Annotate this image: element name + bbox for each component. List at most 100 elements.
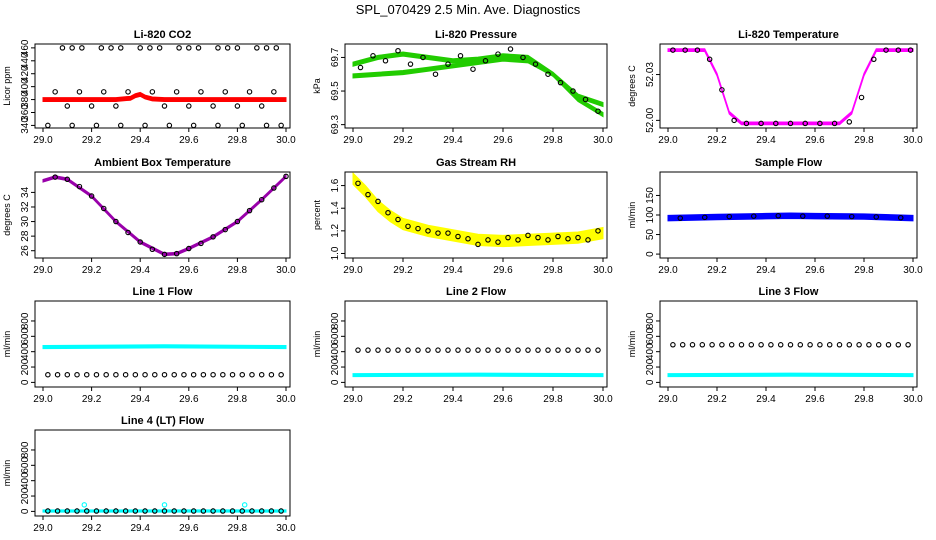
point-high <box>215 45 221 51</box>
plot-frame <box>659 43 918 129</box>
point-avg <box>283 173 289 180</box>
x-tick-label: 29.0 <box>343 394 363 405</box>
point-avg <box>824 213 830 219</box>
point-mid <box>52 89 58 95</box>
point-avg <box>585 347 591 353</box>
point-avg <box>679 342 686 348</box>
plot-frame <box>344 43 608 129</box>
x-tick-label: 29.6 <box>179 394 199 405</box>
point-mid <box>271 89 277 95</box>
point-avg <box>515 347 521 353</box>
point-avg <box>575 234 581 241</box>
point-avg <box>807 342 813 348</box>
series-temp <box>667 48 914 126</box>
point-avg <box>229 371 236 378</box>
point-avg <box>482 58 489 64</box>
panel-title: Ambient Box Temperature <box>94 157 231 169</box>
y-tick-label: 69.3 <box>330 114 341 134</box>
series-group <box>352 172 604 248</box>
point-avg <box>45 371 51 378</box>
y-tick-label: 420 <box>20 65 31 82</box>
point-high <box>69 45 75 51</box>
point-high <box>195 45 202 51</box>
y-tick-label: 400 <box>20 343 31 360</box>
point-avg <box>817 342 823 348</box>
point-avg <box>52 174 58 180</box>
point-avg <box>171 371 177 378</box>
x-tick-label: 29.8 <box>543 265 563 276</box>
point-mid <box>88 103 95 109</box>
y-axis-label: kPa <box>312 78 322 94</box>
point-avg <box>258 508 265 514</box>
point-avg <box>495 51 501 57</box>
point-mid <box>186 103 192 109</box>
point-avg <box>709 342 715 348</box>
x-tick-label: 29.2 <box>393 265 413 276</box>
point-avg <box>435 230 441 236</box>
point-avg <box>787 342 794 348</box>
point-avg <box>545 237 551 243</box>
point-avg <box>565 347 571 353</box>
point-high <box>254 45 260 51</box>
point-mid <box>76 89 83 95</box>
point-avg <box>125 229 131 236</box>
point-avg <box>465 236 471 242</box>
point-avg <box>875 342 882 348</box>
y-tick-label: 360 <box>20 104 31 121</box>
point-avg <box>895 342 902 348</box>
x-tick-label: 30.0 <box>593 135 613 146</box>
point-avg <box>738 342 745 348</box>
x-tick-label: 29.0 <box>33 135 53 146</box>
y-tick-label: 1.4 <box>330 201 341 215</box>
x-tick-label: 30.0 <box>903 135 923 146</box>
point-avg <box>200 371 207 378</box>
y-tick-label: 200 <box>20 358 31 375</box>
point-avg <box>186 245 192 252</box>
series-lower <box>352 56 604 118</box>
plot-frame <box>659 300 918 388</box>
point-avg <box>278 508 284 514</box>
x-tick-label: 29.0 <box>658 135 678 146</box>
panel-2: Li-820 Pressure 29.0 29.2 29.4 29.6 29.8 30.0 6… <box>312 29 613 146</box>
point-high <box>224 45 231 51</box>
point-avg <box>768 342 774 348</box>
point-avg <box>802 120 808 127</box>
point-avg <box>198 240 204 247</box>
series-group <box>42 173 289 258</box>
x-tick-label: 29.4 <box>756 135 776 146</box>
x-tick-label: 29.0 <box>33 265 53 276</box>
point-avg <box>435 347 441 353</box>
panel-3: Li-820 Temperature 29.0 29.2 29.4 29.6 29.8 30… <box>627 29 923 146</box>
point-avg <box>677 215 683 221</box>
x-tick-label: 29.0 <box>33 523 53 534</box>
y-tick-label: 69.7 <box>330 47 341 67</box>
point-avg <box>689 342 696 348</box>
x-tick-label: 29.4 <box>130 135 150 146</box>
x-tick-label: 29.0 <box>658 265 678 276</box>
point-avg <box>161 371 168 378</box>
panel-title: Gas Stream RH <box>436 157 516 169</box>
point-avg <box>706 56 713 63</box>
point-avg <box>455 347 461 353</box>
x-tick-label: 29.8 <box>854 394 874 405</box>
x-tick-label: 29.6 <box>179 523 199 534</box>
panel-title: Line 2 Flow <box>446 286 506 298</box>
point-avg <box>220 371 226 378</box>
point-avg <box>122 508 129 514</box>
panel-7: Line 1 Flow 29.0 29.2 29.4 29.6 29.8 30.0 0 2004… <box>2 286 296 405</box>
x-tick-label: 29.6 <box>179 135 199 146</box>
y-tick-label: 800 <box>20 312 31 329</box>
point-avg <box>485 347 491 353</box>
x-tick-label: 29.2 <box>82 135 102 146</box>
point-avg <box>101 205 107 212</box>
point-avg <box>229 508 236 514</box>
x-tick-label: 29.6 <box>805 135 825 146</box>
y-axis-label: degrees C <box>627 65 637 107</box>
point-avg <box>405 347 411 353</box>
point-avg <box>455 233 461 240</box>
point-mid <box>64 103 71 109</box>
y-tick-label: 1.2 <box>330 223 341 237</box>
y-tick-label: 600 <box>20 457 31 474</box>
point-high <box>234 45 241 51</box>
point-avg <box>575 347 581 353</box>
